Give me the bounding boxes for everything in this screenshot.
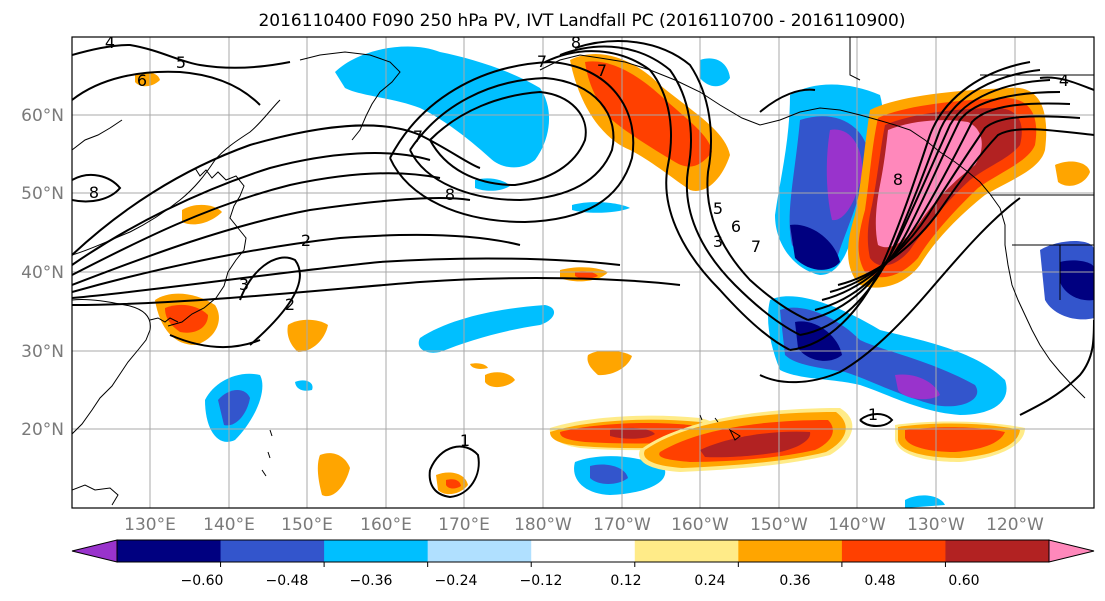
colorbar-frame <box>116 539 1050 563</box>
colorbar-segment <box>531 540 636 562</box>
lat-label: 50°N <box>21 184 64 204</box>
contour-label: 4 <box>1059 71 1069 90</box>
contour-label: 8 <box>893 170 903 189</box>
colorbar-tick-label: 0.48 <box>864 573 895 589</box>
contour-label: 6 <box>731 217 741 236</box>
contour-label: 7 <box>751 237 761 256</box>
colorbar-tick-label: −0.36 <box>350 573 393 589</box>
colorbar-tick-label: 0.24 <box>694 573 725 589</box>
colorbar-over-arrow <box>1048 539 1095 563</box>
colorbar-tick-labels: −0.60 −0.48 −0.36 −0.24 −0.12 0.12 0.24 … <box>181 573 980 589</box>
colorbar: −0.60 −0.48 −0.36 −0.24 −0.12 0.12 0.24 … <box>71 539 1095 589</box>
red-region <box>446 479 461 489</box>
map-title: 2016110400 F090 250 hPa PV, IVT Landfall… <box>258 11 905 31</box>
contour-label: 2 <box>301 231 311 250</box>
contour-label: 3 <box>239 275 249 294</box>
lat-label: 60°N <box>21 106 64 126</box>
orange-region <box>485 372 515 388</box>
orange-region <box>587 350 632 376</box>
lat-label: 40°N <box>21 263 64 283</box>
longitude-labels: 130°E 140°E 150°E 160°E 170°E 180°W 170°… <box>124 515 1044 535</box>
colorbar-segment <box>945 540 1050 562</box>
colorbar-tick-label: 0.36 <box>779 573 810 589</box>
colorbar-segment <box>117 540 222 562</box>
lon-label: 160°E <box>360 515 412 535</box>
lat-label: 30°N <box>21 342 64 362</box>
orange-region <box>287 319 328 352</box>
colorbar-segment <box>841 540 946 562</box>
contour-label: 4 <box>105 33 115 52</box>
colorbar-segment <box>738 540 843 562</box>
lon-label: 130°W <box>907 515 965 535</box>
lon-label: 170°E <box>438 515 490 535</box>
lon-label: 140°E <box>203 515 255 535</box>
contour-label: 8 <box>571 33 581 52</box>
contour-label: 8 <box>89 183 99 202</box>
contour-label: 1 <box>868 405 878 424</box>
lon-label: 150°W <box>750 515 808 535</box>
orange-region <box>317 453 350 497</box>
contour-label: 3 <box>713 232 723 251</box>
orange-region <box>1055 161 1090 186</box>
darkred-region <box>610 427 655 439</box>
contour-label: 5 <box>713 199 723 218</box>
contour-label: 2 <box>285 295 295 314</box>
contour-label: 8 <box>445 185 455 204</box>
lon-label: 120°W <box>986 515 1044 535</box>
blue-region <box>218 389 250 426</box>
contour-labels: 4 5 6 8 7 7 8 8 7 2 3 2 5 6 7 3 1 1 8 4 <box>89 33 1069 450</box>
colorbar-ticks <box>220 562 946 567</box>
map-frame <box>71 36 1095 509</box>
lon-label: 170°W <box>593 515 651 535</box>
colorbar-tick-label: −0.24 <box>435 573 478 589</box>
colorbar-segment <box>324 540 429 562</box>
colorbar-tick-label: 0.12 <box>610 573 641 589</box>
lat-label: 20°N <box>21 420 64 440</box>
colorbar-tick-label: −0.60 <box>181 573 224 589</box>
blue-region <box>905 495 945 508</box>
colorbar-under-arrow <box>71 539 118 563</box>
purple-core <box>895 374 940 400</box>
lon-label: 150°E <box>281 515 333 535</box>
pv-contours <box>72 40 1094 499</box>
lon-label: 130°E <box>124 515 176 535</box>
red-region <box>575 271 598 279</box>
contour-label: 7 <box>597 61 607 80</box>
red-region <box>905 427 1005 452</box>
lon-label: 160°W <box>671 515 729 535</box>
colorbar-segment <box>634 540 739 562</box>
colorbar-tick-label: −0.12 <box>520 573 563 589</box>
colorbar-segment <box>427 540 532 562</box>
lon-label: 140°W <box>828 515 886 535</box>
blue-region <box>590 464 628 484</box>
purple-core <box>826 129 863 221</box>
coastlines <box>72 37 1094 506</box>
lon-label: 180°W <box>514 515 572 535</box>
navy-core <box>790 224 840 270</box>
colorbar-segments <box>117 540 1050 562</box>
colorbar-tick-label: 0.60 <box>948 573 979 589</box>
contour-label: 6 <box>137 71 147 90</box>
navy-core <box>1060 260 1094 301</box>
blue-region <box>335 46 550 168</box>
colorbar-segment <box>220 540 325 562</box>
blue-region <box>700 58 730 87</box>
gridlines <box>72 37 1094 508</box>
contour-label: 7 <box>413 127 423 146</box>
contour-label: 5 <box>176 53 186 72</box>
blue-region <box>418 305 555 353</box>
red-region <box>585 61 712 167</box>
blue-region <box>295 380 313 391</box>
map-panel: 4 5 6 8 7 7 8 8 7 2 3 2 5 6 7 3 1 1 8 4 <box>71 33 1095 509</box>
orange-region <box>470 363 488 369</box>
darkred-region <box>700 431 811 458</box>
colorbar-tick-label: −0.48 <box>266 573 309 589</box>
contour-label: 1 <box>460 431 470 450</box>
orange-region <box>135 72 160 87</box>
contour-label: 7 <box>537 52 547 71</box>
latitude-labels: 60°N 50°N 40°N 30°N 20°N <box>21 106 64 440</box>
